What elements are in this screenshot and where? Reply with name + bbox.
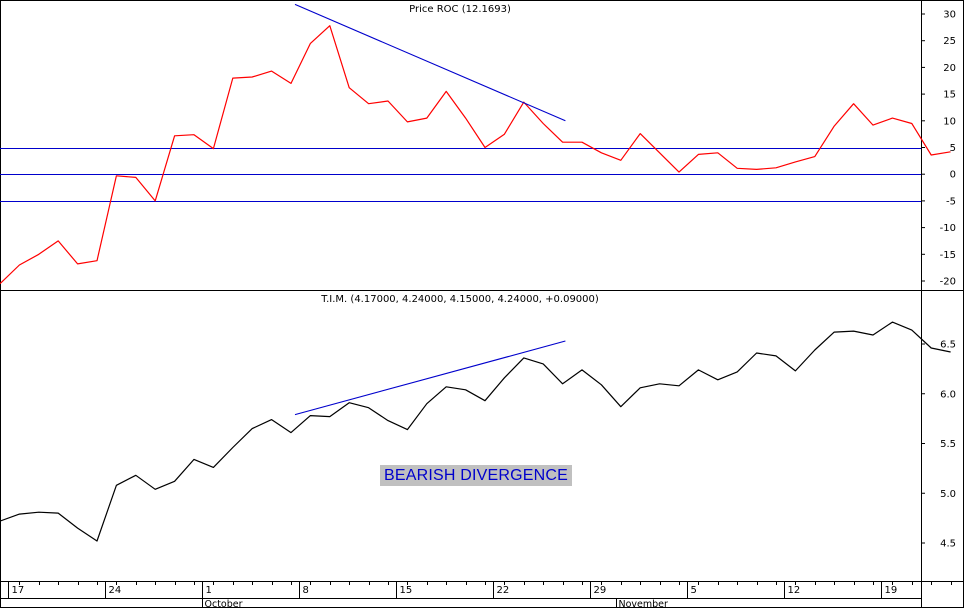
tim-ytick-label-1: 6.0 bbox=[940, 389, 956, 400]
tim-trendline bbox=[294, 340, 566, 416]
roc-ytick-label-6: 0 bbox=[950, 170, 956, 181]
roc-ytick-label-8: -10 bbox=[940, 223, 956, 234]
x-day-label-0: 17 bbox=[12, 585, 25, 596]
roc-ytick-label-5: 5 bbox=[950, 143, 956, 154]
x-day-label-6: 29 bbox=[594, 585, 607, 596]
x-day-label-2: 1 bbox=[206, 585, 212, 596]
roc-ytick-label-7: -5 bbox=[946, 196, 956, 207]
roc-ytick-label-3: 15 bbox=[943, 90, 956, 101]
roc-ytick-label-9: -15 bbox=[940, 250, 956, 261]
tim-series-line-0 bbox=[0, 321, 951, 542]
x-day-label-5: 22 bbox=[497, 585, 510, 596]
x-day-label-9: 19 bbox=[885, 585, 898, 596]
x-day-label-1: 24 bbox=[109, 585, 122, 596]
tim-ytick-label-0: 6.5 bbox=[940, 340, 956, 351]
x-month-label-0: October bbox=[205, 599, 243, 608]
roc-trendline bbox=[294, 3, 566, 122]
roc-ytick-label-4: 10 bbox=[943, 116, 956, 127]
x-day-label-8: 12 bbox=[788, 585, 801, 596]
tim-ytick-label-2: 5.5 bbox=[940, 439, 956, 450]
tim-title: T.I.M. (4.17000, 4.24000, 4.15000, 4.240… bbox=[320, 294, 599, 305]
roc-ytick-label-0: 30 bbox=[943, 10, 956, 21]
x-month-label-1: November bbox=[619, 599, 669, 608]
tim-ytick-label-3: 5.0 bbox=[940, 489, 956, 500]
roc-ytick-label-10: -20 bbox=[940, 277, 956, 288]
divergence-annotation: BEARISH DIVERGENCE bbox=[380, 465, 572, 486]
tim-panel: 6.5 6.0 5.5 5.0 4.5 T.I.M. (4.17000, 4.24000,… bbox=[0, 294, 956, 550]
roc-title: Price ROC (12.1693) bbox=[409, 4, 511, 15]
roc-panel: 30 25 20 15 10 5 0 -5 -10 -15 -20 Price ROC (12.169… bbox=[0, 3, 956, 288]
x-day-label-3: 8 bbox=[303, 585, 309, 596]
roc-ytick-label-1: 25 bbox=[943, 36, 956, 47]
x-day-label-7: 5 bbox=[691, 585, 697, 596]
roc-series-line-0 bbox=[0, 25, 951, 285]
x-day-label-4: 15 bbox=[400, 585, 413, 596]
roc-ytick-label-2: 20 bbox=[943, 63, 956, 74]
x-axis: 17 24 1 8 15 22 29 5 12 19 October November bbox=[0, 581, 952, 610]
tim-ytick-label-4: 4.5 bbox=[940, 539, 956, 550]
